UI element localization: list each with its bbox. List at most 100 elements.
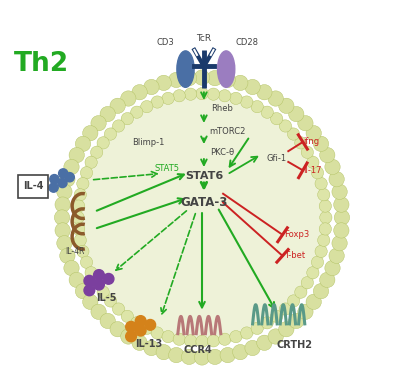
Circle shape: [307, 266, 319, 279]
Circle shape: [135, 325, 146, 336]
Text: IL-4: IL-4: [23, 181, 43, 191]
Circle shape: [257, 335, 272, 350]
Circle shape: [104, 128, 117, 140]
Circle shape: [135, 315, 146, 326]
Circle shape: [168, 72, 184, 88]
Circle shape: [103, 273, 114, 284]
Circle shape: [173, 333, 185, 345]
Circle shape: [72, 211, 84, 224]
Circle shape: [245, 340, 260, 356]
Circle shape: [144, 340, 159, 356]
Circle shape: [156, 75, 171, 91]
Circle shape: [162, 92, 174, 105]
Circle shape: [74, 234, 86, 246]
Circle shape: [320, 211, 332, 224]
Circle shape: [126, 321, 137, 332]
Circle shape: [64, 159, 79, 175]
Circle shape: [207, 349, 223, 364]
Circle shape: [298, 304, 313, 319]
Text: CRTH2: CRTH2: [276, 340, 312, 350]
Circle shape: [261, 317, 274, 329]
Circle shape: [110, 322, 125, 337]
Circle shape: [49, 183, 58, 192]
Text: Il-17: Il-17: [303, 166, 321, 175]
Circle shape: [279, 322, 294, 337]
Circle shape: [126, 331, 137, 342]
Circle shape: [141, 322, 153, 335]
Circle shape: [241, 96, 253, 108]
Text: IL-13: IL-13: [135, 339, 162, 349]
Circle shape: [314, 284, 329, 299]
Circle shape: [84, 275, 95, 286]
Circle shape: [100, 107, 116, 122]
Circle shape: [185, 88, 197, 100]
Text: Blimp-1: Blimp-1: [132, 138, 164, 147]
Circle shape: [156, 344, 171, 360]
Circle shape: [194, 350, 210, 365]
Circle shape: [85, 156, 97, 168]
Circle shape: [58, 179, 67, 187]
Circle shape: [233, 75, 248, 91]
Circle shape: [69, 147, 84, 163]
Circle shape: [151, 327, 163, 339]
Circle shape: [241, 327, 253, 339]
Circle shape: [251, 100, 263, 113]
Circle shape: [112, 303, 125, 315]
Circle shape: [94, 279, 104, 290]
Circle shape: [121, 112, 133, 125]
Circle shape: [112, 120, 125, 132]
Circle shape: [132, 84, 147, 100]
Circle shape: [97, 137, 109, 149]
Circle shape: [75, 284, 90, 299]
Circle shape: [332, 236, 347, 251]
Circle shape: [60, 248, 75, 263]
Circle shape: [288, 107, 304, 122]
Circle shape: [279, 98, 294, 114]
Text: Foxp3: Foxp3: [284, 230, 310, 239]
Circle shape: [207, 88, 219, 100]
Circle shape: [132, 335, 147, 350]
Circle shape: [83, 126, 98, 141]
Circle shape: [306, 126, 321, 141]
Circle shape: [325, 159, 340, 175]
Circle shape: [65, 173, 74, 182]
Circle shape: [279, 120, 292, 132]
Circle shape: [121, 329, 136, 344]
Circle shape: [268, 91, 283, 106]
Circle shape: [121, 91, 136, 106]
Circle shape: [80, 256, 93, 268]
Circle shape: [75, 90, 329, 345]
Circle shape: [220, 72, 236, 88]
Circle shape: [64, 260, 79, 276]
Circle shape: [50, 175, 59, 184]
Circle shape: [332, 184, 347, 200]
Circle shape: [298, 116, 313, 131]
Circle shape: [315, 177, 327, 190]
Text: STAT6: STAT6: [185, 172, 223, 182]
Circle shape: [130, 317, 143, 329]
Circle shape: [57, 184, 72, 200]
Text: ifng: ifng: [303, 137, 319, 147]
Circle shape: [301, 277, 314, 289]
Circle shape: [271, 112, 283, 125]
Text: PKC-θ: PKC-θ: [210, 148, 234, 157]
Circle shape: [69, 272, 84, 287]
Text: TcR: TcR: [196, 34, 211, 43]
Text: IL-5: IL-5: [97, 293, 117, 303]
Circle shape: [181, 349, 197, 364]
Circle shape: [104, 295, 117, 307]
Circle shape: [301, 146, 314, 158]
Text: CCR4: CCR4: [184, 345, 213, 355]
Circle shape: [73, 200, 85, 212]
Circle shape: [307, 156, 319, 168]
Circle shape: [288, 313, 304, 329]
Circle shape: [84, 285, 95, 296]
FancyBboxPatch shape: [18, 175, 48, 198]
Ellipse shape: [177, 51, 194, 87]
Circle shape: [91, 304, 106, 319]
Circle shape: [181, 70, 197, 86]
Circle shape: [329, 248, 344, 263]
Circle shape: [173, 89, 185, 102]
Circle shape: [311, 166, 324, 179]
Circle shape: [100, 313, 116, 329]
